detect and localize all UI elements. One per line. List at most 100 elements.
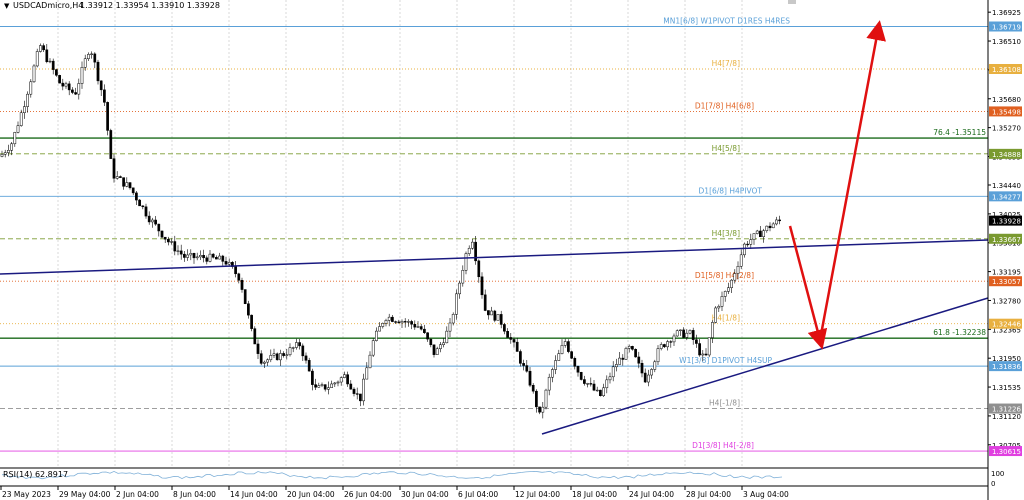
candle[interactable] (234, 261, 237, 278)
candle[interactable] (528, 366, 532, 388)
candle[interactable] (285, 349, 289, 360)
candle[interactable] (106, 101, 109, 136)
candle[interactable] (675, 329, 679, 337)
candle[interactable] (445, 326, 449, 344)
candle[interactable] (112, 154, 116, 183)
candle[interactable] (147, 211, 151, 225)
lower-trendline[interactable] (541, 297, 989, 435)
candle[interactable] (407, 319, 410, 327)
candle[interactable] (336, 380, 340, 387)
candle[interactable] (778, 215, 781, 225)
candle[interactable] (202, 249, 205, 263)
candle[interactable] (19, 109, 23, 127)
candle[interactable] (384, 318, 388, 327)
candle[interactable] (397, 319, 401, 324)
candle[interactable] (199, 250, 202, 261)
candle[interactable] (151, 217, 154, 228)
candle[interactable] (419, 323, 423, 331)
candle[interactable] (560, 339, 564, 355)
candle[interactable] (83, 54, 87, 71)
candle[interactable] (707, 337, 711, 358)
candle[interactable] (448, 318, 452, 337)
candle[interactable] (563, 338, 567, 348)
candle[interactable] (538, 406, 541, 415)
candle[interactable] (227, 258, 231, 267)
candle[interactable] (77, 78, 81, 100)
candle[interactable] (61, 78, 65, 91)
candle[interactable] (576, 365, 580, 377)
candle[interactable] (467, 245, 471, 256)
candle[interactable] (160, 230, 164, 239)
candle[interactable] (695, 334, 698, 348)
candle[interactable] (317, 382, 321, 388)
candle[interactable] (605, 375, 609, 394)
candle[interactable] (435, 346, 439, 355)
candle[interactable] (423, 324, 426, 334)
candle[interactable] (480, 272, 484, 299)
candle[interactable] (458, 280, 461, 299)
candle[interactable] (176, 245, 180, 256)
candle[interactable] (304, 352, 308, 364)
candle[interactable] (391, 314, 394, 323)
candle[interactable] (0, 150, 4, 158)
candle[interactable] (144, 203, 148, 219)
candle[interactable] (544, 388, 548, 410)
candle[interactable] (586, 382, 589, 388)
candle[interactable] (490, 306, 493, 316)
candle[interactable] (451, 312, 455, 326)
candle[interactable] (595, 386, 599, 392)
candle[interactable] (55, 68, 58, 77)
candle[interactable] (64, 81, 68, 89)
candle[interactable] (314, 378, 317, 391)
candle[interactable] (307, 357, 311, 372)
chart-shift-icon[interactable] (788, 0, 796, 4)
candle[interactable] (211, 253, 215, 259)
candle[interactable] (589, 377, 593, 387)
candle[interactable] (269, 349, 273, 363)
candle[interactable] (682, 327, 685, 339)
candle[interactable] (189, 249, 193, 261)
candle[interactable] (688, 329, 692, 335)
candle[interactable] (13, 131, 17, 147)
candle[interactable] (627, 344, 631, 353)
candle[interactable] (240, 277, 244, 293)
candle[interactable] (272, 348, 276, 358)
candle[interactable] (35, 48, 39, 68)
candle[interactable] (327, 381, 330, 395)
candle[interactable] (743, 242, 746, 258)
candle[interactable] (359, 393, 362, 407)
candle[interactable] (666, 339, 669, 351)
candle[interactable] (442, 337, 445, 348)
candle[interactable] (90, 51, 93, 59)
candle[interactable] (567, 339, 570, 354)
candle[interactable] (535, 389, 538, 413)
candle[interactable] (205, 255, 209, 265)
candle[interactable] (701, 350, 705, 362)
candle[interactable] (704, 348, 708, 357)
candle[interactable] (471, 238, 474, 250)
candle[interactable] (503, 322, 506, 335)
candle[interactable] (163, 236, 167, 243)
candle[interactable] (71, 87, 74, 95)
candle[interactable] (759, 226, 762, 238)
candle[interactable] (592, 380, 596, 392)
candle[interactable] (749, 233, 753, 249)
candle[interactable] (99, 80, 103, 97)
candle[interactable] (173, 235, 177, 256)
candle[interactable] (672, 333, 676, 347)
candle[interactable] (663, 343, 666, 348)
candle[interactable] (282, 351, 285, 358)
upper-trendline[interactable] (0, 239, 989, 275)
candle[interactable] (400, 319, 404, 329)
candle[interactable] (330, 380, 333, 388)
candle[interactable] (10, 142, 13, 156)
candle[interactable] (455, 289, 458, 320)
candle[interactable] (733, 269, 737, 284)
candle[interactable] (115, 171, 119, 180)
candle[interactable] (346, 371, 349, 387)
candle[interactable] (477, 259, 481, 283)
candle[interactable] (717, 304, 721, 312)
candle[interactable] (387, 313, 391, 327)
candle[interactable] (554, 355, 557, 375)
candle[interactable] (720, 291, 724, 311)
